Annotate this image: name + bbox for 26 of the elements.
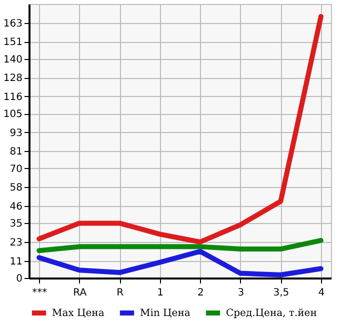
legend-label: Max Цена [52, 308, 104, 319]
y-tick-label: 93 [10, 128, 22, 139]
y-tick-label: 116 [3, 92, 22, 103]
y-tick-label: 11 [10, 256, 22, 268]
y-tick-label: 58 [10, 182, 22, 194]
y-tick-label: 151 [3, 37, 22, 48]
x-tick-label: 4 [318, 288, 325, 298]
y-tick-label: 70 [10, 164, 22, 175]
y-tick-label: 105 [3, 109, 22, 120]
legend-label: Min Цена [140, 308, 190, 319]
y-tick-label: 23 [10, 237, 22, 248]
x-tick-label: R [116, 288, 124, 298]
legend-label: Сред.Цена, т.йен [226, 308, 318, 319]
x-tick-label: *** [32, 288, 48, 298]
x-tick-label: 3,5 [273, 288, 290, 298]
y-tick-label: 46 [10, 201, 22, 212]
x-tick-label: 3 [238, 288, 244, 298]
x-tick-label: 2 [197, 288, 204, 298]
y-tick-label: 128 [3, 73, 22, 84]
y-tick-label: 35 [10, 218, 22, 230]
x-tick-label: 1 [157, 288, 164, 298]
y-tick-label: 163 [3, 18, 22, 30]
y-tick-label: 0 [16, 274, 22, 284]
y-tick-label: 140 [3, 54, 22, 66]
y-tick-label: 81 [10, 146, 22, 158]
x-tick-label: RA [73, 288, 87, 298]
